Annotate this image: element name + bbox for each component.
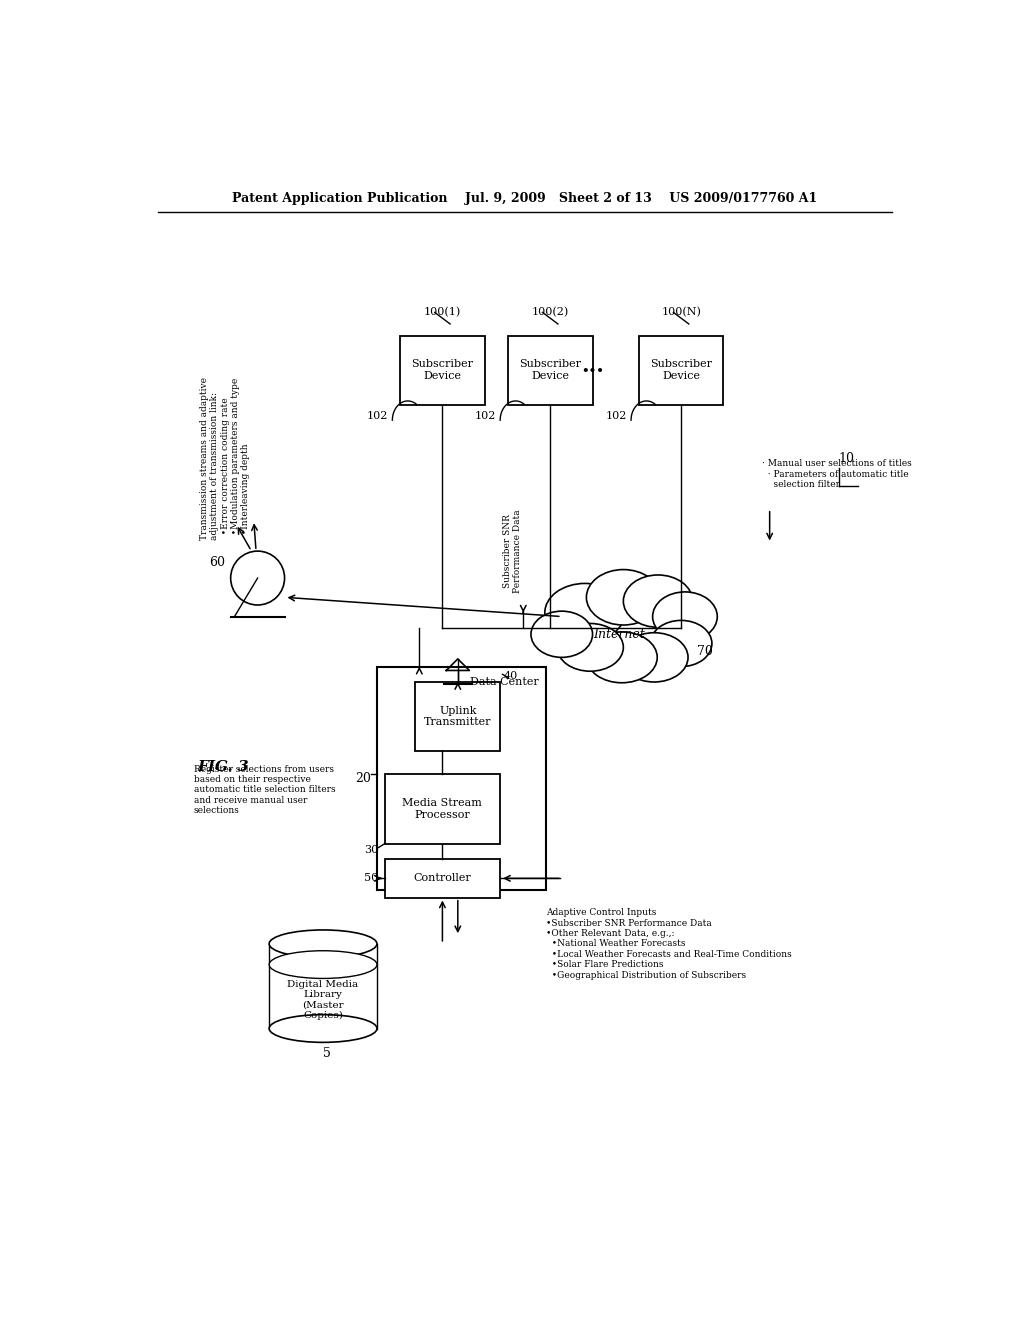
Text: 50: 50 <box>364 874 378 883</box>
Ellipse shape <box>545 583 625 642</box>
Ellipse shape <box>269 1015 377 1043</box>
Ellipse shape <box>269 950 377 978</box>
Text: Transmission streams and adaptive
adjustment of transmission link:
  •Error corr: Transmission streams and adaptive adjust… <box>200 378 251 540</box>
Text: 40: 40 <box>504 671 518 681</box>
Ellipse shape <box>557 623 624 671</box>
Bar <box>400 335 484 405</box>
Text: 30: 30 <box>364 845 378 855</box>
Text: Subscriber SNR
Performance Data: Subscriber SNR Performance Data <box>503 510 522 593</box>
Text: Patent Application Publication    Jul. 9, 2009   Sheet 2 of 13    US 2009/017776: Patent Application Publication Jul. 9, 2… <box>232 191 817 205</box>
Bar <box>377 667 547 890</box>
Text: 5: 5 <box>323 1047 331 1060</box>
Text: Internet: Internet <box>594 628 645 640</box>
Bar <box>385 859 500 898</box>
Text: FIG. 3: FIG. 3 <box>198 760 249 774</box>
Ellipse shape <box>587 570 660 626</box>
Text: 10: 10 <box>839 453 855 465</box>
Ellipse shape <box>531 611 593 657</box>
Text: Media Stream
Processor: Media Stream Processor <box>402 799 482 820</box>
Text: ...: ... <box>582 355 604 378</box>
Text: Uplink
Transmitter: Uplink Transmitter <box>424 706 492 727</box>
Text: 60: 60 <box>210 556 225 569</box>
Bar <box>385 775 500 843</box>
Text: Register selections from users
based on their respective
automatic title selecti: Register selections from users based on … <box>194 764 335 816</box>
Text: 102: 102 <box>606 412 628 421</box>
Bar <box>508 335 593 405</box>
Ellipse shape <box>650 620 712 667</box>
Ellipse shape <box>587 632 657 682</box>
Bar <box>416 682 500 751</box>
Ellipse shape <box>621 632 688 682</box>
Text: · Manual user selections of titles
  · Parameters of automatic title
    selecti: · Manual user selections of titles · Par… <box>762 459 911 488</box>
Ellipse shape <box>624 576 692 627</box>
Text: 70: 70 <box>696 644 713 657</box>
Text: Adaptive Control Inputs
•Subscriber SNR Performance Data
•Other Relevant Data, e: Adaptive Control Inputs •Subscriber SNR … <box>547 908 793 979</box>
Text: 100(N): 100(N) <box>662 308 701 318</box>
Text: 102: 102 <box>368 412 388 421</box>
Bar <box>639 335 724 405</box>
Text: 100(2): 100(2) <box>531 308 569 318</box>
Ellipse shape <box>652 591 717 642</box>
Text: Subscriber
Device: Subscriber Device <box>650 359 712 381</box>
Text: 20: 20 <box>355 772 371 785</box>
Text: Data Center: Data Center <box>470 677 539 688</box>
Text: 102: 102 <box>475 412 497 421</box>
Text: Subscriber
Device: Subscriber Device <box>519 359 582 381</box>
Text: Controller: Controller <box>414 874 471 883</box>
Ellipse shape <box>269 929 377 958</box>
Text: Subscriber
Device: Subscriber Device <box>412 359 473 381</box>
Text: 100(1): 100(1) <box>424 308 461 318</box>
Text: Digital Media
Library
(Master
Copies): Digital Media Library (Master Copies) <box>288 979 358 1020</box>
